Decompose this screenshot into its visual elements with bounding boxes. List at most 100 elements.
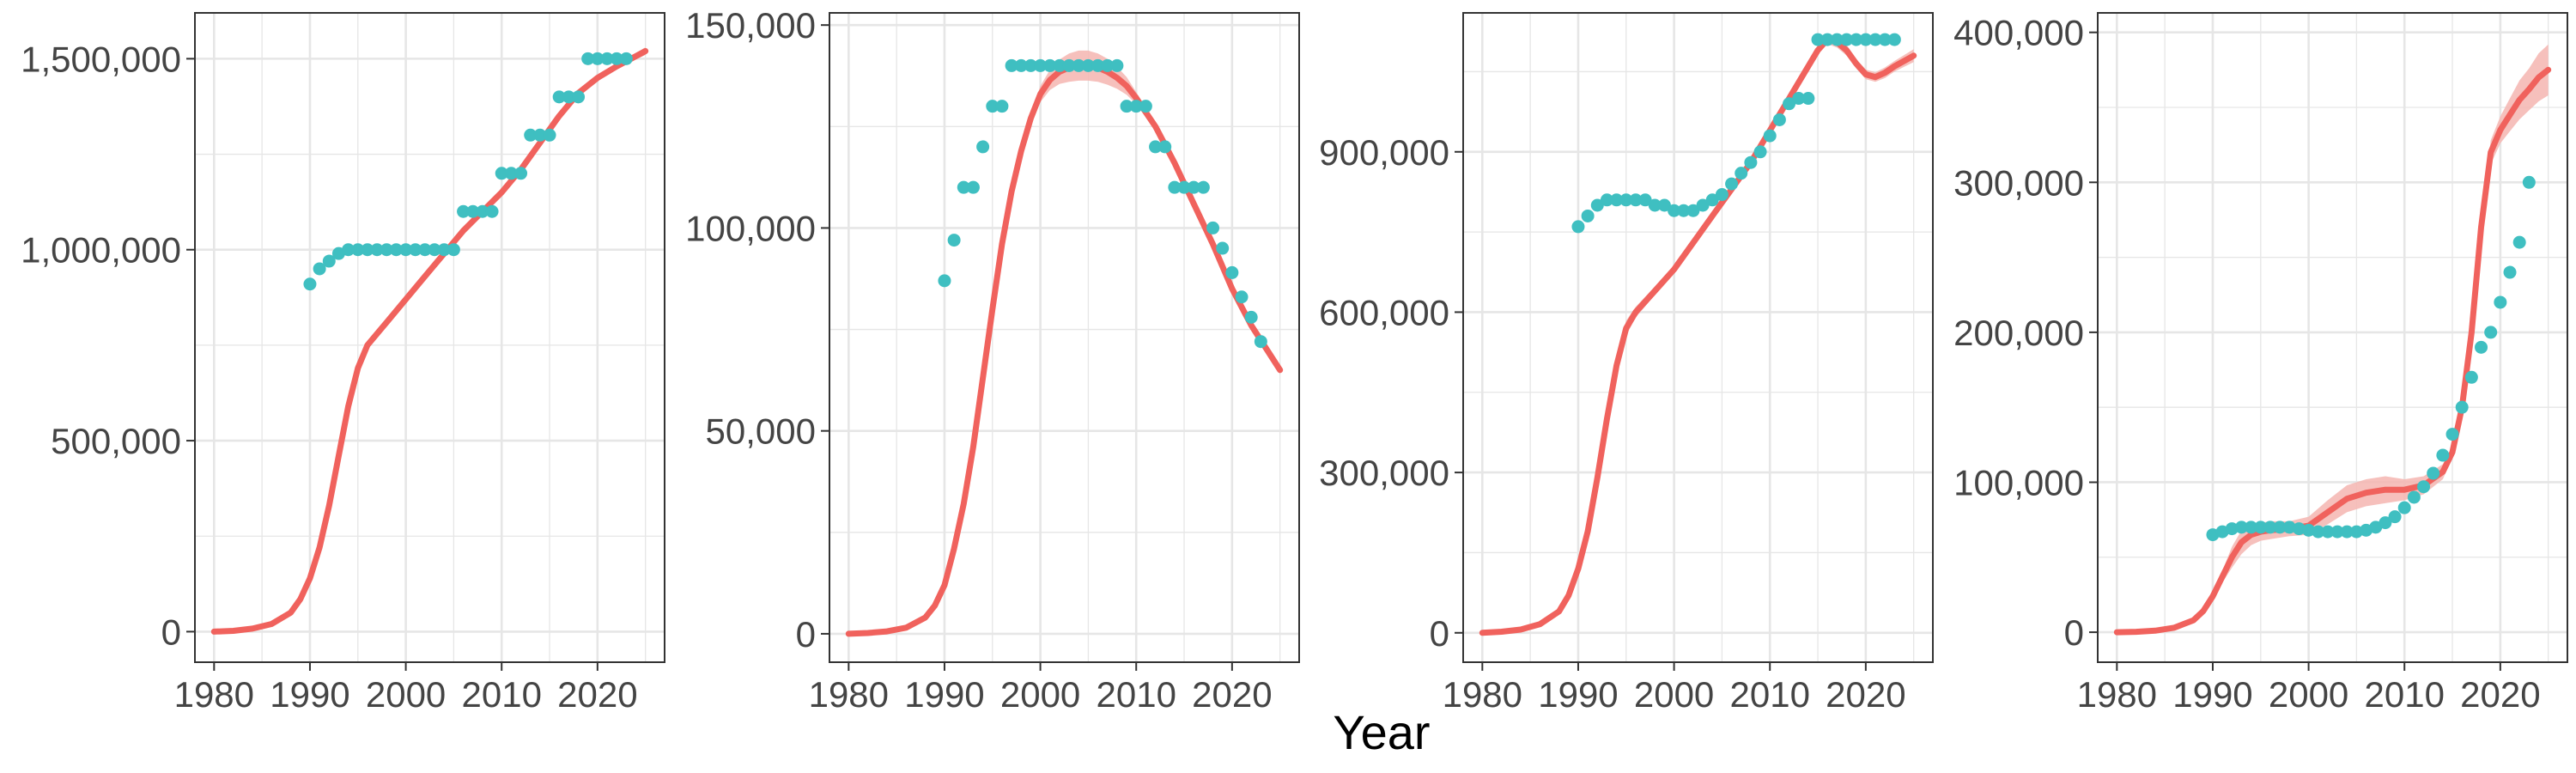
observed-points (303, 52, 633, 291)
observed-point (2282, 520, 2296, 534)
observed-point (1811, 33, 1825, 46)
y-tick-label: 150,000 (685, 5, 816, 46)
observed-point (1677, 204, 1691, 217)
observed-point (514, 167, 528, 180)
observed-point (1668, 204, 1681, 217)
fit-line (1479, 36, 1917, 636)
observed-point (543, 128, 556, 142)
observed-point (610, 52, 623, 65)
y-tick-label: 600,000 (1319, 292, 1449, 332)
observed-point (1696, 198, 1710, 212)
x-tick-label: 2010 (1097, 674, 1176, 715)
observed-point (533, 128, 547, 142)
observed-point (1196, 180, 1210, 194)
observed-point (1638, 193, 1652, 207)
observed-point (2234, 520, 2248, 534)
observed-point (2245, 520, 2258, 534)
observed-point (572, 90, 586, 104)
observed-point (351, 243, 365, 257)
gridlines (195, 13, 665, 662)
observed-point (2522, 175, 2536, 189)
observed-point (1014, 58, 1028, 72)
fit-line (845, 62, 1284, 637)
observed-point (1177, 180, 1191, 194)
axes: 1980 1990 2000 2010 2020 0 500,000 1,000,000 1,5… (21, 39, 637, 715)
confidence-ribbon (1482, 35, 1914, 633)
observed-point (2417, 480, 2431, 494)
observed-point (2254, 520, 2268, 534)
observed-point (591, 52, 605, 65)
y-tick-label: 1,500,000 (21, 39, 181, 79)
observed-point (1062, 58, 1076, 72)
observed-point (389, 243, 403, 257)
x-tick-label: 2000 (1000, 674, 1080, 715)
gridlines (1463, 13, 1933, 662)
observed-point (1600, 193, 1613, 207)
observed-point (2475, 340, 2488, 354)
observed-point (1830, 33, 1844, 46)
observed-point (2330, 525, 2344, 539)
chart-panel-3: 1980 1990 2000 2010 2020 0 300,000 600,000 900,0… (1319, 12, 1934, 715)
observed-point (1686, 204, 1700, 217)
x-tick-label: 2010 (2365, 674, 2445, 715)
observed-point (1581, 209, 1595, 222)
observed-point (2340, 525, 2354, 539)
observed-point (1705, 193, 1719, 207)
x-tick-label: 2000 (1634, 674, 1714, 715)
x-tick-label: 1980 (2077, 674, 2157, 715)
observed-point (1753, 145, 1767, 159)
observed-point (1772, 113, 1786, 126)
observed-point (995, 100, 1009, 113)
panel-border (194, 12, 665, 663)
observed-point (581, 52, 595, 65)
observed-point (1081, 58, 1095, 72)
observed-point (418, 243, 432, 257)
observed-point (2349, 525, 2363, 539)
observed-point (2445, 428, 2459, 441)
x-tick-label: 1990 (270, 674, 349, 715)
observed-point (562, 90, 575, 104)
observed-point (1005, 58, 1018, 72)
axes: 1980 1990 2000 2010 2020 0 100,000 200,000 300,0… (1953, 13, 2540, 715)
observed-point (1725, 177, 1739, 191)
chart-panel-4: 1980 1990 2000 2010 2020 0 100,000 200,000 300,0… (1953, 12, 2568, 715)
observed-point (504, 167, 518, 180)
observed-point (466, 204, 480, 218)
observed-point (1648, 198, 1662, 212)
observed-point (2503, 265, 2517, 279)
observed-point (2302, 523, 2316, 537)
observed-point (2312, 525, 2325, 539)
observed-point (619, 52, 633, 65)
observed-point (2273, 520, 2287, 534)
observed-point (1168, 180, 1182, 194)
confidence-ribbon (214, 47, 646, 632)
y-tick-label: 900,000 (1319, 132, 1449, 173)
observed-point (1254, 335, 1267, 349)
y-tick-label: 100,000 (1953, 462, 2084, 502)
observed-point (2464, 370, 2478, 384)
observed-point (322, 254, 336, 268)
observed-point (1139, 100, 1152, 113)
observed-point (966, 180, 980, 194)
observed-point (495, 167, 508, 180)
observed-point (437, 243, 451, 257)
observed-point (1110, 58, 1124, 72)
observed-point (1091, 58, 1105, 72)
observed-points (938, 58, 1267, 349)
observed-point (361, 243, 374, 257)
observed-point (1149, 140, 1163, 154)
x-tick-label: 1980 (174, 674, 254, 715)
y-tick-label: 300,000 (1953, 162, 2084, 203)
panel-border (2097, 12, 2568, 663)
x-tick-label: 1980 (1443, 674, 1522, 715)
x-tick-label: 2010 (1730, 674, 1810, 715)
observed-point (2397, 501, 2411, 514)
x-tick-label: 1990 (1538, 674, 1618, 715)
observed-point (1801, 92, 1815, 106)
observed-point (2321, 525, 2335, 539)
observed-point (1571, 220, 1585, 234)
observed-point (938, 274, 951, 288)
observed-point (1072, 58, 1085, 72)
observed-point (1043, 58, 1057, 72)
observed-point (986, 100, 999, 113)
